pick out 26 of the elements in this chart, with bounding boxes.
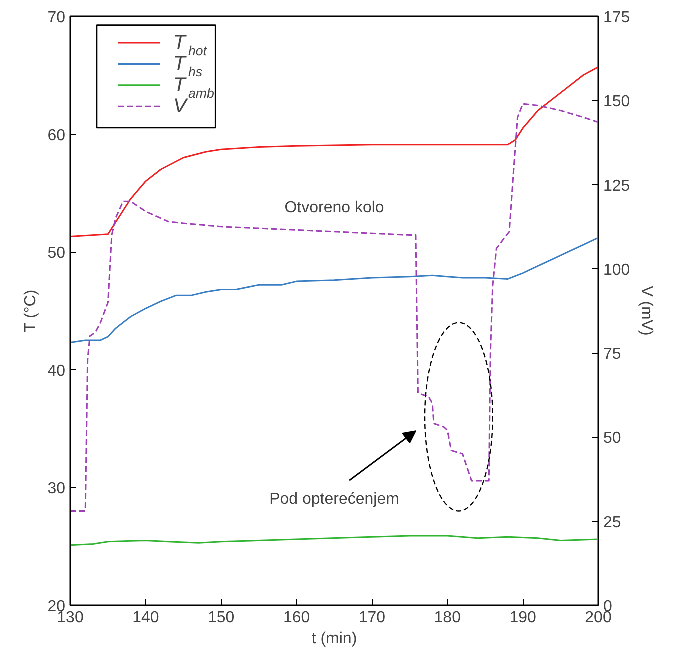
y-tick-label: 50 — [48, 245, 66, 262]
y-tick-label: 70 — [48, 10, 66, 26]
annotation: Otvoreno kolo — [284, 199, 384, 216]
x-tick-label: 190 — [510, 610, 537, 626]
y-tick-label: 40 — [48, 362, 66, 380]
y-axis-title: T (°C) — [22, 290, 40, 332]
y2-tick-label: 50 — [604, 430, 622, 448]
line-series — [70, 237, 598, 344]
y2-tick-label: 75 — [604, 346, 622, 364]
x-tick-label: 170 — [358, 610, 386, 626]
y-tick-label: 60 — [48, 127, 66, 144]
x-tick-label: 160 — [283, 610, 310, 626]
x-tick-label: 180 — [434, 610, 462, 626]
y2-axis-title: V (mV) — [638, 286, 656, 336]
y2-tick-label: 100 — [604, 262, 630, 279]
y2-tick-label: 125 — [604, 178, 630, 195]
x-axis-title: t (min) — [312, 630, 358, 648]
y-tick-label: 30 — [48, 480, 66, 498]
legend-label: V — [173, 96, 188, 118]
x-tick-label: 150 — [208, 610, 235, 626]
annotation: Pod opterećenjem — [270, 490, 400, 508]
y2-tick-label: 175 — [604, 10, 630, 26]
y2-tick-label: 25 — [604, 514, 622, 532]
x-tick-label: 140 — [132, 610, 160, 626]
y2-tick-label: 150 — [604, 94, 630, 111]
line-series — [70, 535, 598, 546]
